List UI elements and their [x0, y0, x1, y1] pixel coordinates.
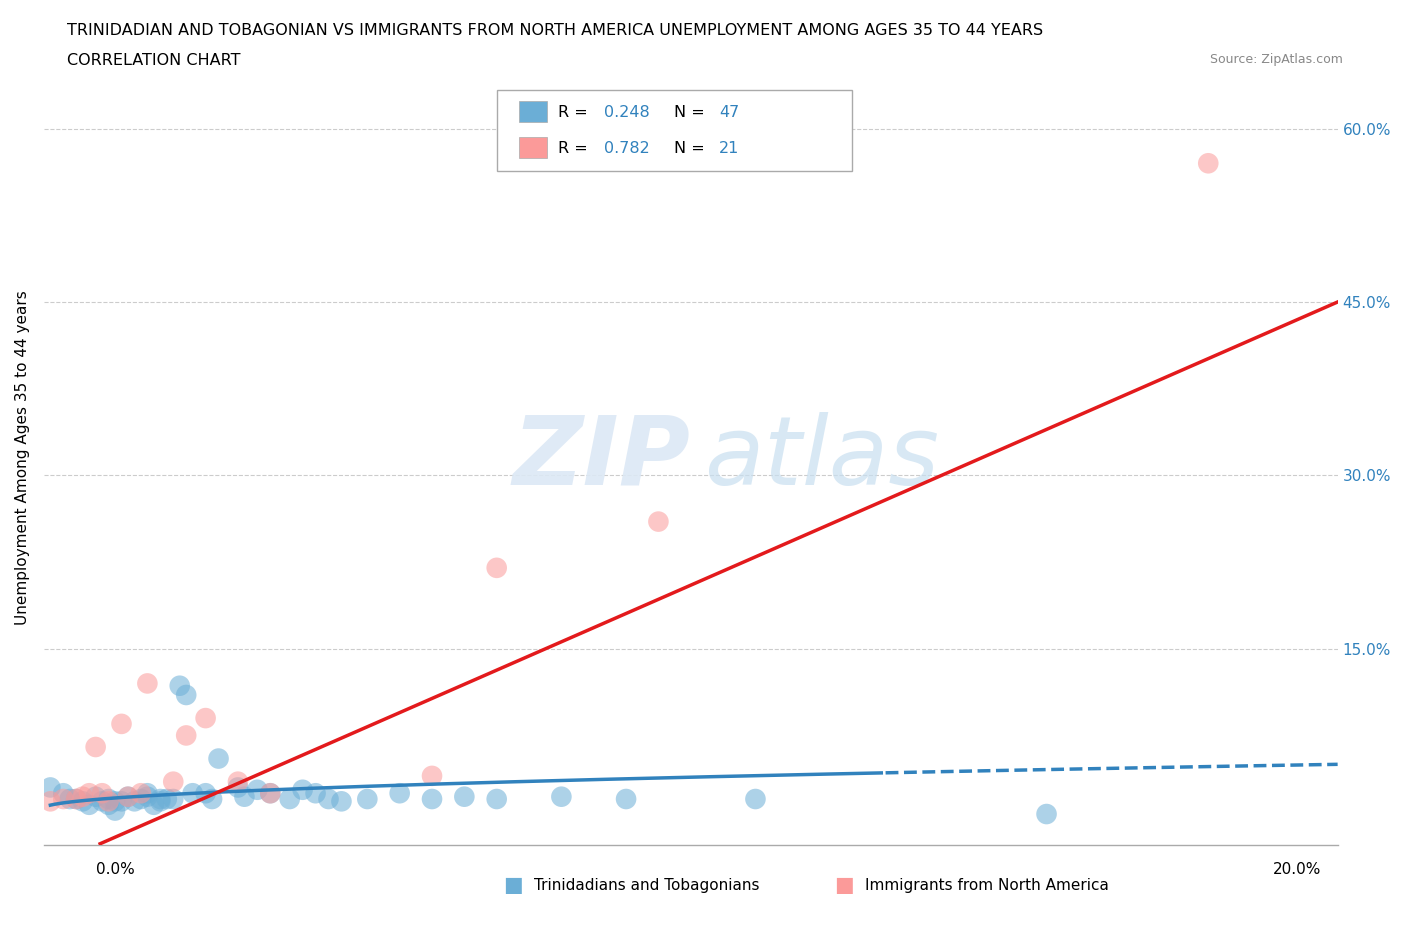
Point: [453, 790, 475, 804]
Text: 20.0%: 20.0%: [1274, 862, 1322, 877]
Text: R =: R =: [558, 104, 592, 120]
Point: [72, 794, 94, 809]
Point: [259, 786, 281, 801]
Point: [647, 514, 669, 529]
Text: Immigrants from North America: Immigrants from North America: [865, 878, 1108, 893]
Point: [744, 791, 766, 806]
Point: [52, 786, 75, 801]
Point: [84, 739, 107, 754]
Point: [104, 804, 127, 818]
FancyBboxPatch shape: [519, 137, 547, 158]
Point: [84, 790, 107, 804]
Point: [129, 791, 152, 806]
Point: [110, 716, 132, 731]
FancyBboxPatch shape: [519, 100, 547, 122]
Point: [174, 728, 197, 743]
Point: [149, 791, 172, 806]
Point: [194, 786, 217, 801]
Point: [1197, 156, 1219, 171]
Point: [136, 790, 159, 804]
Point: [97, 794, 120, 809]
Point: [207, 751, 229, 766]
Point: [291, 782, 314, 797]
Point: [97, 797, 120, 812]
Point: [39, 794, 62, 809]
Text: ■: ■: [834, 875, 853, 896]
Point: [485, 791, 508, 806]
Point: [117, 790, 139, 804]
Point: [356, 791, 378, 806]
Point: [77, 786, 100, 801]
Point: [246, 782, 269, 797]
Text: Trinidadians and Tobagonians: Trinidadians and Tobagonians: [534, 878, 759, 893]
Point: [226, 780, 249, 795]
Point: [1035, 806, 1057, 821]
Point: [226, 775, 249, 790]
Point: [162, 775, 184, 790]
Text: N =: N =: [673, 140, 710, 155]
Text: TRINIDADIAN AND TOBAGONIAN VS IMMIGRANTS FROM NORTH AMERICA UNEMPLOYMENT AMONG A: TRINIDADIAN AND TOBAGONIAN VS IMMIGRANTS…: [67, 23, 1043, 38]
Point: [485, 561, 508, 576]
Point: [149, 794, 172, 809]
Point: [420, 768, 443, 783]
Point: [194, 711, 217, 725]
Text: ■: ■: [503, 875, 523, 896]
Point: [318, 791, 340, 806]
Point: [77, 797, 100, 812]
Text: N =: N =: [673, 104, 710, 120]
Point: [550, 790, 572, 804]
Point: [91, 786, 114, 801]
Point: [201, 791, 224, 806]
Text: 21: 21: [720, 140, 740, 155]
Text: ZIP: ZIP: [513, 411, 690, 504]
Point: [104, 794, 127, 809]
Point: [388, 786, 411, 801]
Point: [52, 791, 75, 806]
Point: [330, 794, 353, 809]
Point: [97, 791, 120, 806]
Point: [181, 786, 204, 801]
Point: [124, 794, 146, 809]
Text: CORRELATION CHART: CORRELATION CHART: [67, 53, 240, 68]
Text: 47: 47: [720, 104, 740, 120]
Point: [110, 794, 132, 809]
Point: [65, 791, 87, 806]
Point: [59, 791, 82, 806]
Point: [162, 791, 184, 806]
Point: [129, 786, 152, 801]
Point: [259, 786, 281, 801]
FancyBboxPatch shape: [496, 90, 852, 171]
Point: [174, 687, 197, 702]
Point: [233, 790, 256, 804]
Point: [304, 786, 326, 801]
Point: [117, 790, 139, 804]
Point: [169, 678, 191, 693]
Point: [91, 794, 114, 809]
Point: [614, 791, 637, 806]
Text: atlas: atlas: [703, 411, 939, 504]
Point: [136, 786, 159, 801]
Point: [142, 797, 165, 812]
Y-axis label: Unemployment Among Ages 35 to 44 years: Unemployment Among Ages 35 to 44 years: [15, 291, 30, 625]
Point: [278, 791, 301, 806]
Text: 0.248: 0.248: [605, 104, 650, 120]
Point: [156, 791, 179, 806]
Text: 0.0%: 0.0%: [96, 862, 135, 877]
Point: [420, 791, 443, 806]
Text: R =: R =: [558, 140, 592, 155]
Text: 0.782: 0.782: [605, 140, 650, 155]
Point: [65, 791, 87, 806]
Point: [136, 676, 159, 691]
Text: Source: ZipAtlas.com: Source: ZipAtlas.com: [1209, 53, 1343, 66]
Point: [72, 790, 94, 804]
Point: [39, 780, 62, 795]
